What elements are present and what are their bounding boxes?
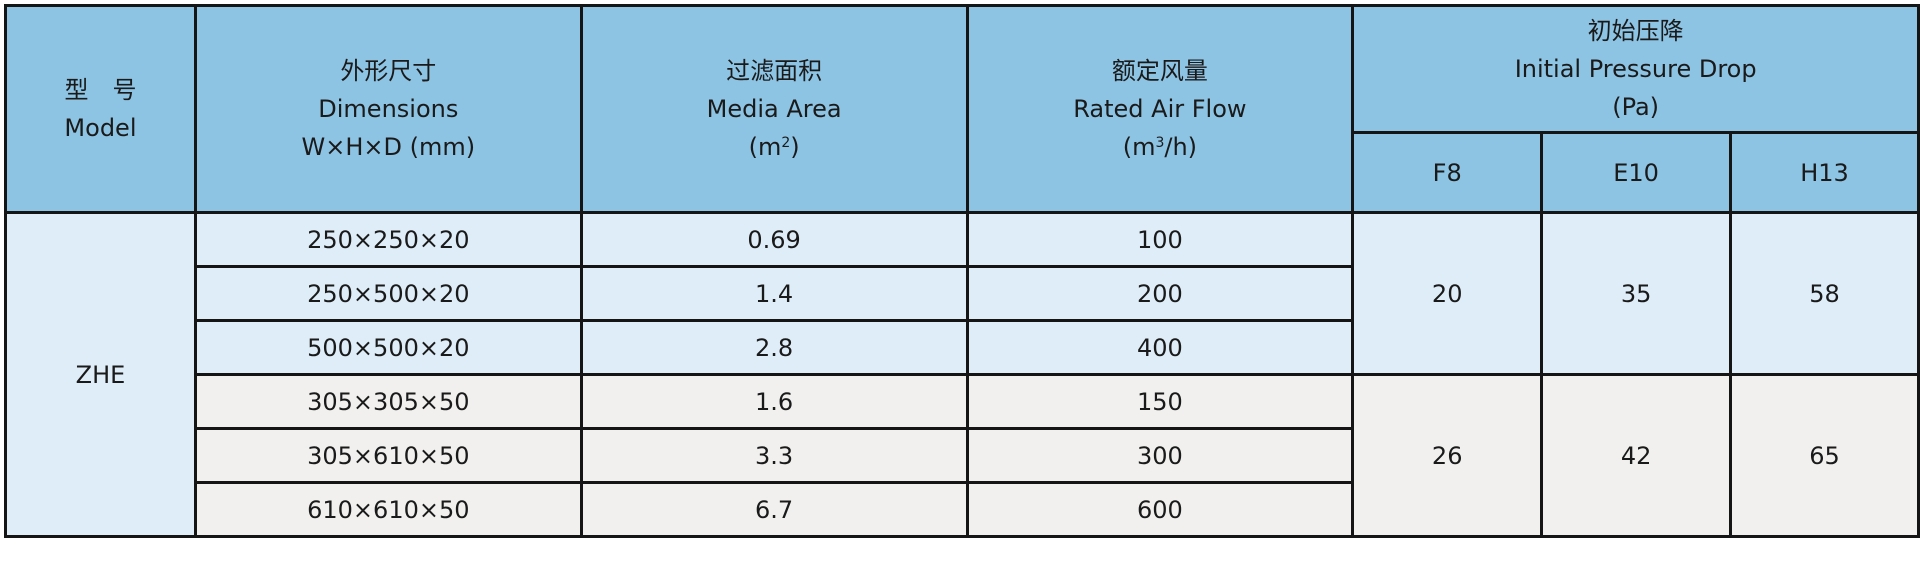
- header-grade-f8: F8: [1351, 131, 1544, 214]
- table-row: 305×305×50 1.6 150 26 42 65: [6, 373, 1920, 538]
- pressure-e10-cell: 35: [1540, 211, 1733, 376]
- header-dimensions-cn: 外形尺寸: [340, 57, 437, 85]
- media-area-cell: 0.69: [579, 211, 969, 268]
- header-dimensions-en: Dimensions: [318, 95, 459, 123]
- header-media-area-cn: 过滤面积: [726, 57, 823, 85]
- header-dimensions: 外形尺寸 Dimensions W×H×D (mm): [193, 4, 583, 214]
- header-media-area-unit: (m2): [748, 133, 800, 161]
- table-row: 500×500×20 2.8 400: [6, 319, 1919, 376]
- header-pressure-drop: 初始压降 Initial Pressure Drop (Pa): [1351, 4, 1920, 134]
- pressure-e10-cell: 42: [1540, 373, 1733, 538]
- air-flow-cell: 400: [965, 319, 1355, 376]
- table-row: 305×610×50 3.3 300: [6, 427, 1919, 484]
- air-flow-cell: 100: [965, 211, 1355, 268]
- pressure-h13-cell: 58: [1729, 211, 1920, 376]
- header-pressure-drop-unit: (Pa): [1612, 93, 1660, 121]
- media-area-cell: 2.8: [579, 319, 969, 376]
- table-row: ZHE 250×250×20 0.69 100 20 35 58: [4, 211, 1920, 538]
- model-cell: ZHE: [4, 211, 197, 538]
- header-pressure-drop-cn: 初始压降: [1587, 17, 1684, 45]
- header-model-en: Model: [64, 114, 137, 142]
- header-row-1: 型 号 Model 外形尺寸 Dimensions W×H×D (mm) 过滤面…: [4, 4, 1920, 214]
- header-model: 型 号 Model: [4, 4, 197, 214]
- air-flow-cell: 150: [965, 373, 1355, 430]
- dimensions-cell: 610×610×50: [193, 481, 583, 538]
- table-row: 250×500×20 1.4 200: [6, 265, 1919, 322]
- air-flow-cell: 200: [965, 265, 1355, 322]
- header-grade-e10: E10: [1540, 131, 1733, 214]
- header-model-cn: 型 号: [64, 76, 137, 104]
- dimensions-cell: 500×500×20: [193, 319, 583, 376]
- spec-table-container: 型 号 Model 外形尺寸 Dimensions W×H×D (mm) 过滤面…: [4, 4, 1920, 538]
- media-area-cell: 1.6: [579, 373, 969, 430]
- header-air-flow-en: Rated Air Flow: [1073, 95, 1247, 123]
- header-air-flow-cn: 额定风量: [1111, 57, 1208, 85]
- air-flow-cell: 300: [965, 427, 1355, 484]
- pressure-f8-cell: 20: [1351, 211, 1544, 376]
- header-row-2: F8 E10 H13: [6, 131, 1920, 214]
- pressure-h13-cell: 65: [1729, 373, 1920, 538]
- header-media-area-en: Media Area: [706, 95, 842, 123]
- dimensions-cell: 305×305×50: [193, 373, 583, 430]
- pressure-f8-cell: 26: [1351, 373, 1544, 538]
- media-area-cell: 3.3: [579, 427, 969, 484]
- dimensions-cell: 250×250×20: [193, 211, 583, 268]
- media-area-cell: 6.7: [579, 481, 969, 538]
- header-dimensions-unit: W×H×D (mm): [301, 133, 476, 161]
- header-air-flow: 额定风量 Rated Air Flow (m3/h): [965, 4, 1355, 214]
- header-media-area: 过滤面积 Media Area (m2): [579, 4, 969, 214]
- air-flow-cell: 600: [965, 481, 1355, 538]
- dimensions-cell: 305×610×50: [193, 427, 583, 484]
- header-pressure-drop-en: Initial Pressure Drop: [1514, 55, 1757, 83]
- header-grade-h13: H13: [1729, 131, 1920, 214]
- header-air-flow-unit: (m3/h): [1122, 133, 1198, 161]
- dimensions-cell: 250×500×20: [193, 265, 583, 322]
- filter-spec-table: 型 号 Model 外形尺寸 Dimensions W×H×D (mm) 过滤面…: [4, 4, 1920, 538]
- media-area-cell: 1.4: [579, 265, 969, 322]
- table-row: 610×610×50 6.7 600: [6, 481, 1919, 538]
